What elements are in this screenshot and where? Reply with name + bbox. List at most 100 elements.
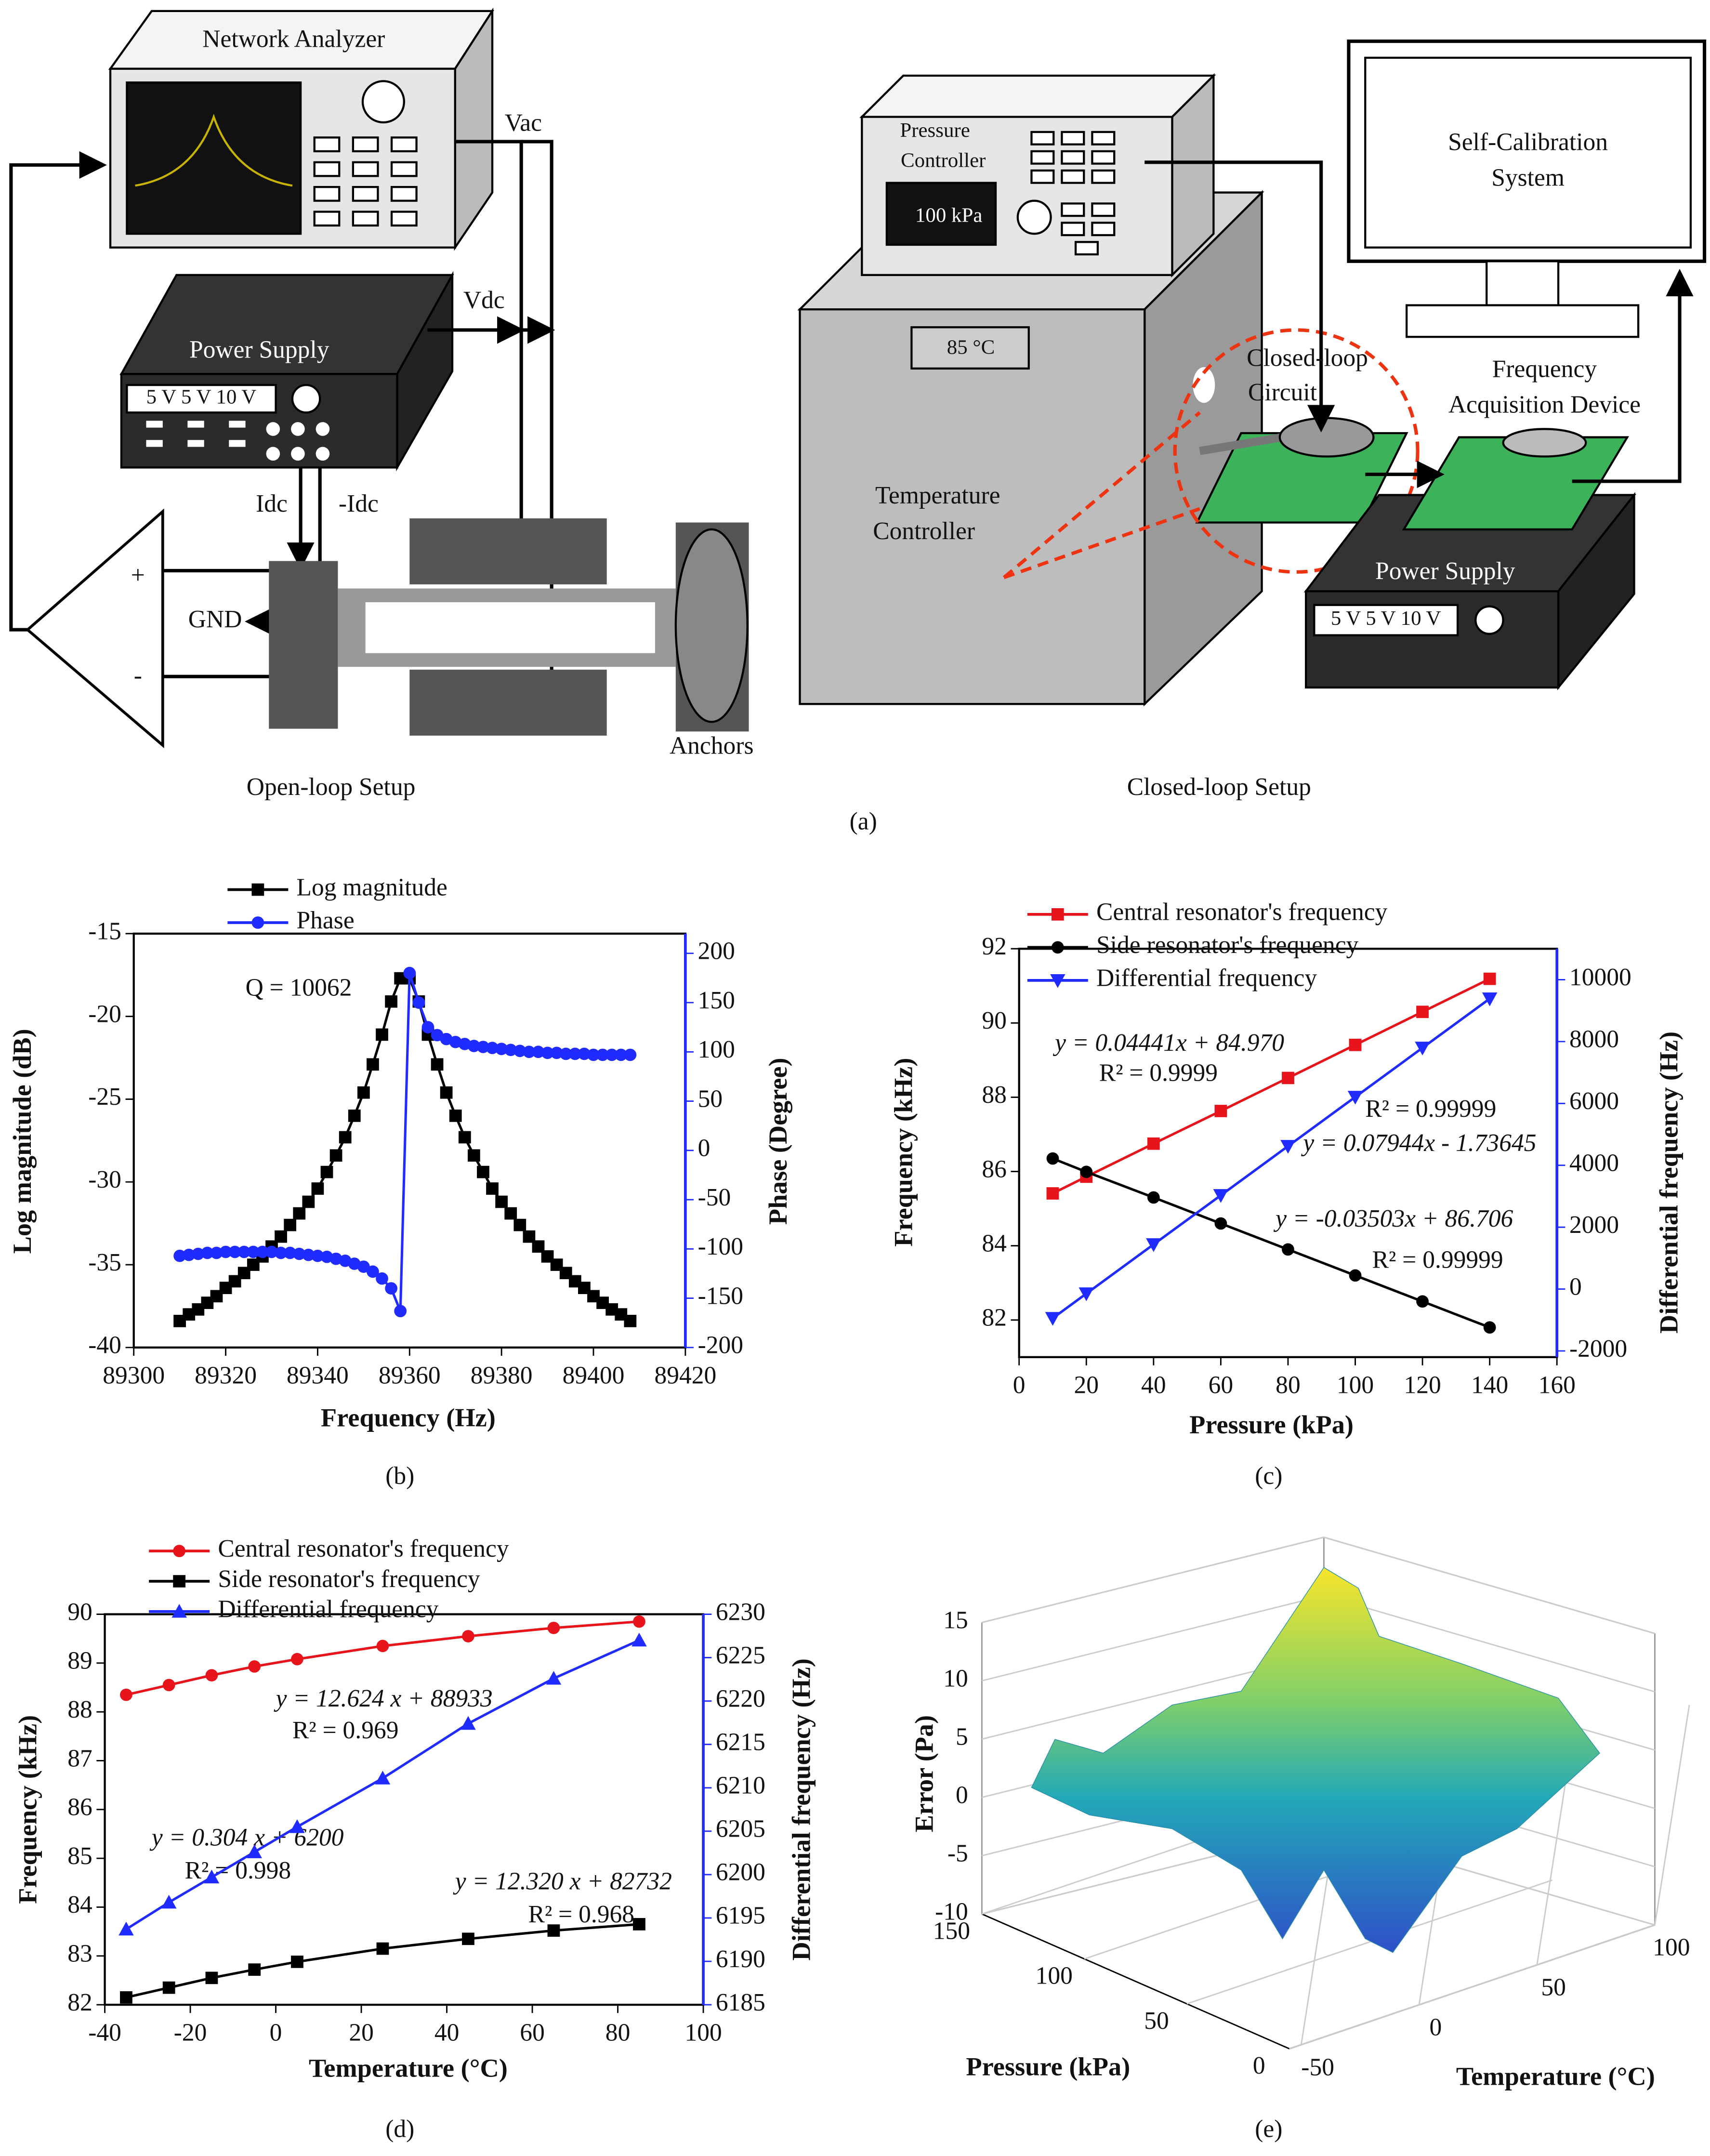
x-tick-label: 40 bbox=[1141, 1372, 1166, 1399]
marker bbox=[311, 1249, 324, 1262]
marker bbox=[633, 1918, 645, 1931]
y2-tick-label: 50 bbox=[698, 1085, 723, 1112]
y-tick-label: -15 bbox=[88, 918, 121, 945]
x-tick-label: -40 bbox=[88, 2019, 121, 2047]
sensor bbox=[1278, 417, 1375, 458]
annotation: Q = 10062 bbox=[246, 974, 352, 1002]
supply-knob bbox=[291, 384, 321, 414]
marker bbox=[275, 1246, 287, 1259]
label: Self-Calibration bbox=[1448, 129, 1608, 156]
x-tick-label: 80 bbox=[605, 2019, 631, 2047]
axis bbox=[981, 1913, 1290, 2050]
y2-tick-label: 0 bbox=[1569, 1273, 1582, 1300]
series-line bbox=[1052, 997, 1491, 1320]
marker bbox=[468, 1149, 480, 1162]
label: Power Supply bbox=[1375, 557, 1515, 585]
marker bbox=[1051, 941, 1064, 954]
marker bbox=[1483, 972, 1496, 985]
marker bbox=[631, 1632, 647, 1647]
label: Power Supply bbox=[189, 336, 329, 363]
marker bbox=[256, 1245, 269, 1258]
y-tick-label: 90 bbox=[982, 1007, 1007, 1034]
marker bbox=[376, 1640, 389, 1653]
label: -Idc bbox=[339, 490, 379, 517]
marker bbox=[205, 1971, 218, 1984]
panel-a bbox=[9, 7, 1707, 749]
marker bbox=[462, 1630, 474, 1642]
series-line bbox=[126, 1620, 640, 1696]
label: + bbox=[131, 562, 145, 589]
legend-label: Log magnitude bbox=[297, 873, 447, 901]
y2-tick-label: 6220 bbox=[716, 1685, 765, 1713]
marker bbox=[486, 1042, 499, 1054]
label: Idc bbox=[256, 490, 288, 517]
marker bbox=[219, 1245, 232, 1258]
marker bbox=[339, 1131, 352, 1144]
supply2-knob bbox=[1474, 605, 1504, 635]
marker bbox=[523, 1045, 536, 1058]
label: Pressure bbox=[900, 119, 970, 142]
marker bbox=[247, 1245, 260, 1258]
marker bbox=[284, 1246, 297, 1259]
label: Closed-loop Setup bbox=[1127, 773, 1311, 801]
zoom-lines bbox=[1002, 411, 1201, 580]
marker bbox=[375, 1771, 391, 1785]
marker bbox=[1051, 908, 1064, 921]
label: Frequency bbox=[1492, 355, 1597, 383]
marker bbox=[120, 1991, 132, 2004]
wires-2 bbox=[1144, 160, 1694, 489]
marker bbox=[162, 1679, 175, 1692]
y-tick-label: 83 bbox=[67, 1940, 92, 1968]
marker bbox=[1282, 1243, 1294, 1256]
y2-tick-label: -200 bbox=[698, 1332, 743, 1359]
marker bbox=[559, 1047, 572, 1060]
panel-label: (b) bbox=[385, 1462, 414, 1490]
x-tick-label: -20 bbox=[174, 2019, 207, 2047]
pcb bbox=[1195, 432, 1408, 524]
y-tick-label: 89 bbox=[67, 1647, 92, 1675]
marker bbox=[440, 1086, 453, 1099]
label: Circuit bbox=[1248, 379, 1317, 406]
zoom-circle bbox=[1173, 328, 1420, 574]
marker bbox=[228, 1245, 241, 1258]
marker bbox=[1483, 1321, 1496, 1334]
controller-knob bbox=[1016, 199, 1052, 235]
y-tick-label: -40 bbox=[88, 1332, 121, 1359]
marker bbox=[251, 883, 264, 896]
marker bbox=[1079, 1287, 1094, 1301]
marker bbox=[431, 1058, 444, 1071]
marker bbox=[458, 1131, 471, 1144]
x-tick-label: 50 bbox=[1541, 1974, 1566, 2001]
x-tick-label: 0 bbox=[1429, 2013, 1442, 2041]
marker bbox=[1282, 1071, 1294, 1085]
marker bbox=[284, 1218, 297, 1231]
marker bbox=[468, 1040, 480, 1052]
marker bbox=[1146, 1238, 1161, 1252]
trace bbox=[135, 114, 293, 187]
y-tick-label: 150 bbox=[933, 1918, 970, 1945]
x-tick-label: -50 bbox=[1301, 2053, 1334, 2081]
marker bbox=[357, 1086, 370, 1099]
y-axis-label: Frequency (kHz) bbox=[889, 1058, 918, 1247]
marker bbox=[385, 995, 397, 1008]
analyzer-screen bbox=[126, 81, 302, 235]
y2-tick-label: 6195 bbox=[716, 1902, 765, 1930]
label: 100 kPa bbox=[915, 204, 983, 227]
window bbox=[1193, 367, 1215, 403]
marker bbox=[578, 1047, 591, 1060]
z-tick-label: 15 bbox=[943, 1607, 968, 1634]
y-tick-label: 84 bbox=[67, 1891, 92, 1918]
pressure-display bbox=[885, 182, 997, 246]
marker bbox=[477, 1041, 489, 1053]
marker bbox=[162, 1981, 175, 1994]
x-tick-label: 100 bbox=[684, 2019, 722, 2047]
y2-tick-label: 4000 bbox=[1569, 1150, 1619, 1177]
marker bbox=[320, 1165, 333, 1178]
grid-line bbox=[1186, 1879, 1553, 2005]
marker bbox=[513, 1045, 526, 1058]
marker bbox=[237, 1245, 250, 1258]
y-tick-label: -20 bbox=[88, 1001, 121, 1028]
y-tick-label: 100 bbox=[1036, 1962, 1073, 1990]
marker bbox=[532, 1045, 545, 1058]
error-surface bbox=[1031, 1567, 1600, 1953]
